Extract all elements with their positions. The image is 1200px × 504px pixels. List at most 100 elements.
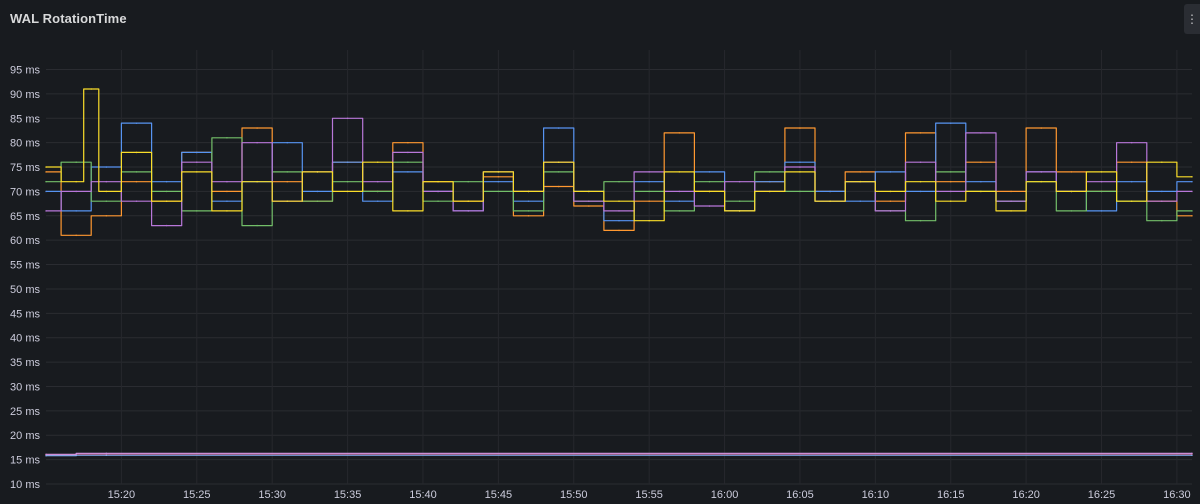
data-point (467, 180, 470, 183)
x-tick-label: 16:25 (1088, 489, 1116, 501)
data-point (949, 171, 952, 173)
data-point (799, 166, 801, 168)
data-point (1130, 141, 1133, 144)
data-point (135, 180, 138, 183)
data-point (1040, 180, 1043, 183)
data-point (618, 210, 620, 212)
data-point (859, 200, 862, 202)
data-point (980, 132, 982, 134)
panel-title: WAL RotationTime (10, 11, 127, 26)
data-point (889, 210, 892, 212)
data-point (829, 200, 831, 202)
data-point (376, 190, 379, 193)
data-point (195, 161, 198, 163)
y-tick-label: 50 ms (10, 284, 40, 296)
data-point (588, 190, 590, 193)
data-point (588, 200, 590, 202)
data-point (256, 180, 258, 183)
data-point (195, 171, 198, 173)
data-point (980, 161, 982, 163)
y-tick-label: 20 ms (10, 430, 40, 442)
data-point (286, 171, 289, 173)
data-point (226, 136, 228, 139)
data-point (376, 161, 379, 163)
data-point (165, 180, 168, 183)
data-point (105, 180, 108, 183)
data-point (497, 190, 500, 193)
data-point (497, 171, 500, 173)
data-point (768, 180, 771, 183)
data-point (256, 141, 258, 144)
data-point (316, 190, 319, 193)
series-line-4 (46, 88, 1192, 222)
data-point (1161, 219, 1163, 222)
x-tick-label: 16:00 (711, 489, 739, 501)
data-point (437, 190, 439, 193)
data-point (738, 210, 741, 212)
data-point (799, 171, 801, 173)
data-point (407, 151, 409, 154)
data-point (618, 229, 620, 232)
data-point (618, 180, 620, 183)
data-point (648, 171, 650, 173)
data-point (949, 122, 952, 124)
y-tick-label: 25 ms (10, 406, 40, 418)
series-line-5 (46, 453, 1192, 456)
data-point (799, 190, 801, 193)
data-point (648, 219, 650, 222)
data-point (346, 161, 349, 163)
data-point (226, 180, 228, 183)
y-tick-label: 60 ms (10, 235, 40, 247)
data-point (1100, 210, 1103, 212)
y-tick-label: 55 ms (10, 260, 40, 272)
data-point (708, 205, 711, 207)
data-point (286, 180, 289, 183)
grid-lines (46, 50, 1192, 485)
data-point (437, 200, 439, 202)
data-point (467, 210, 470, 212)
data-point (105, 190, 108, 193)
data-point (678, 190, 681, 193)
x-tick-label: 15:35 (334, 489, 362, 501)
data-point (708, 190, 711, 193)
data-point (407, 161, 409, 163)
data-point (195, 210, 198, 212)
data-point (346, 180, 349, 183)
series-layer (45, 88, 1193, 457)
data-point (919, 132, 922, 134)
x-tick-label: 15:30 (258, 489, 286, 501)
data-point (527, 210, 530, 212)
data-point (919, 190, 922, 193)
data-point (135, 171, 138, 173)
data-point (105, 166, 108, 168)
data-point (1070, 190, 1073, 193)
data-point (75, 180, 77, 183)
x-tick-label: 15:45 (485, 489, 513, 501)
data-point (648, 180, 650, 183)
x-tick-label: 16:15 (937, 489, 965, 501)
x-tick-label: 16:30 (1163, 489, 1191, 501)
data-point (1070, 171, 1073, 173)
data-point (768, 190, 771, 193)
data-point (1010, 210, 1012, 212)
data-point (346, 190, 349, 193)
data-point (1191, 180, 1193, 183)
data-point (165, 200, 168, 202)
data-point (527, 214, 530, 217)
y-tick-label: 15 ms (10, 455, 40, 467)
data-point (708, 171, 711, 173)
data-point (467, 200, 470, 202)
data-point (407, 171, 409, 173)
data-point (286, 200, 289, 202)
y-tick-label: 70 ms (10, 186, 40, 198)
panel-menu-icon[interactable]: ⋮ (1184, 4, 1200, 34)
data-point (437, 180, 439, 183)
y-tick-label: 95 ms (10, 65, 40, 77)
data-point (557, 171, 560, 173)
data-point (1130, 180, 1133, 183)
data-point (1070, 210, 1073, 212)
data-point (678, 171, 681, 173)
data-point (1191, 190, 1193, 193)
